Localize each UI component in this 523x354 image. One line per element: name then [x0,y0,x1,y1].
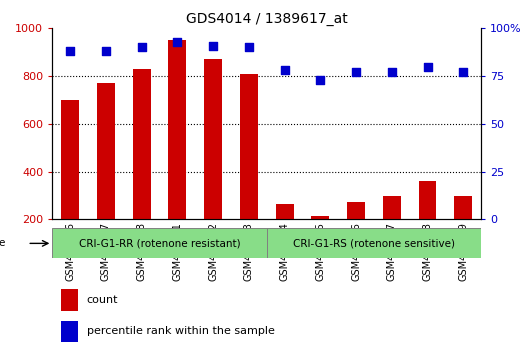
Point [388,69,396,75]
Point [173,39,181,45]
Bar [204,59,222,219]
Bar [383,195,401,219]
Bar [347,201,365,219]
Text: cell line: cell line [0,238,6,249]
Bar [133,69,151,219]
Point [352,69,360,75]
Title: GDS4014 / 1389617_at: GDS4014 / 1389617_at [186,12,348,26]
Bar [97,83,115,219]
Point [459,69,468,75]
Text: percentile rank within the sample: percentile rank within the sample [87,326,275,336]
Point [423,64,431,69]
Bar [276,204,293,219]
Bar [267,228,481,258]
Point [280,68,289,73]
Bar [240,74,258,219]
Bar [61,289,78,311]
Point [245,45,253,50]
Bar [311,216,329,219]
Point [316,77,324,83]
Point [138,45,146,50]
Bar [61,320,78,342]
Point [66,48,74,54]
Bar [61,100,79,219]
Bar [52,228,267,258]
Bar [454,195,472,219]
Text: CRI-G1-RR (rotenone resistant): CRI-G1-RR (rotenone resistant) [78,238,241,249]
Text: count: count [87,295,118,305]
Bar [418,181,437,219]
Point [101,48,110,54]
Point [209,43,217,48]
Bar [168,40,186,219]
Text: CRI-G1-RS (rotenone sensitive): CRI-G1-RS (rotenone sensitive) [293,238,455,249]
